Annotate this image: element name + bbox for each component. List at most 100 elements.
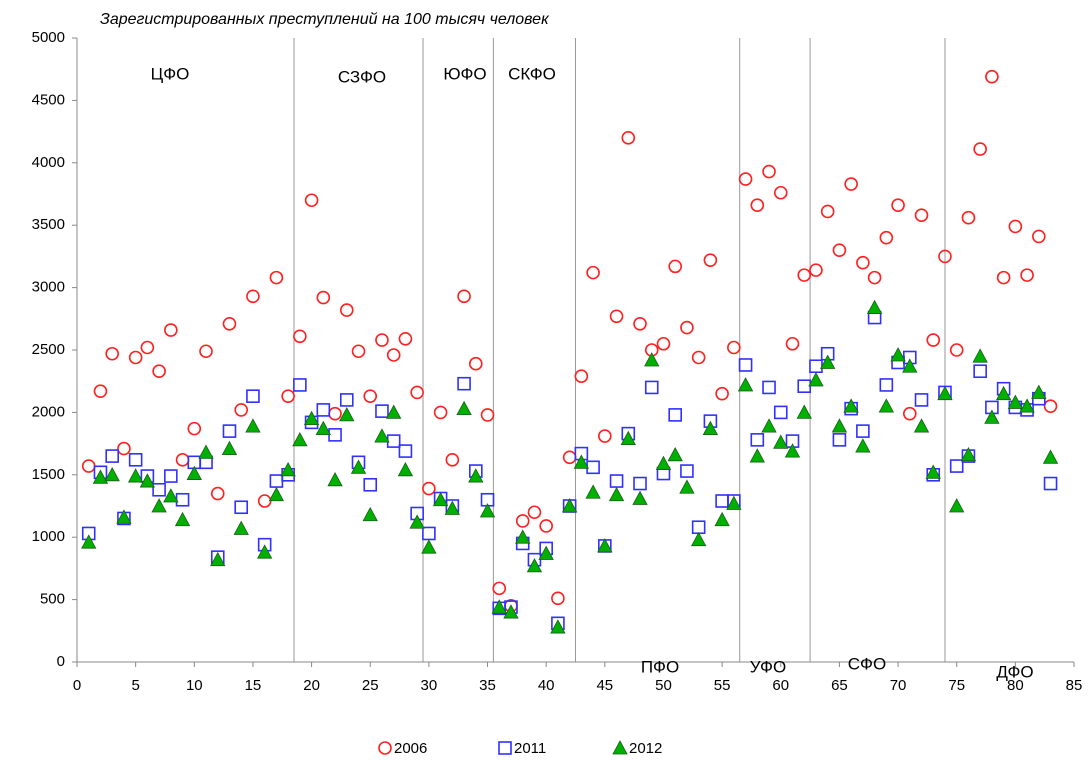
point	[996, 270, 1011, 285]
x-tick-label: 40	[538, 677, 555, 694]
point	[656, 336, 671, 351]
x-tick-label: 45	[596, 677, 613, 694]
point	[960, 446, 977, 462]
x-tick-label: 80	[1007, 677, 1024, 694]
point	[680, 320, 694, 335]
point	[339, 393, 354, 407]
point	[644, 352, 660, 367]
point	[526, 558, 543, 573]
point	[456, 400, 472, 416]
point	[890, 347, 906, 362]
x-tick-label: 70	[890, 677, 907, 694]
point	[668, 408, 683, 422]
region-label: УФО	[750, 657, 786, 676]
legend-marker	[378, 741, 392, 755]
point	[726, 495, 742, 510]
point	[925, 464, 941, 479]
x-tick-label: 60	[772, 677, 789, 694]
legend-label: 2011	[514, 740, 546, 757]
point	[422, 481, 436, 496]
point	[164, 469, 178, 483]
point	[620, 430, 636, 446]
point	[339, 303, 354, 317]
legend-label: 2012	[629, 740, 662, 757]
x-tick-label: 0	[73, 677, 81, 694]
point	[972, 348, 988, 363]
point	[913, 418, 930, 433]
x-tick-label: 75	[948, 677, 965, 694]
point	[409, 514, 425, 529]
point	[609, 309, 624, 324]
point	[128, 453, 143, 467]
point	[175, 453, 190, 467]
point	[269, 270, 284, 285]
point	[949, 498, 965, 513]
point	[679, 479, 695, 494]
point	[926, 333, 941, 347]
point	[1031, 384, 1047, 399]
point	[468, 468, 484, 483]
point	[762, 164, 776, 179]
y-tick-label: 5000	[32, 29, 65, 46]
point	[92, 469, 109, 484]
x-tick-label: 25	[362, 677, 379, 694]
legend-marker	[498, 741, 512, 755]
point	[551, 591, 565, 606]
point	[457, 376, 471, 391]
point	[280, 461, 296, 477]
x-tick-label: 15	[245, 677, 262, 694]
point	[304, 193, 319, 208]
region-label: ДФО	[996, 662, 1033, 681]
point	[1042, 449, 1059, 464]
region-label: ЮФО	[443, 64, 486, 83]
point	[444, 500, 461, 515]
x-tick-label: 5	[131, 677, 139, 694]
point	[175, 492, 190, 507]
point	[608, 486, 625, 502]
point	[104, 466, 120, 482]
point	[374, 428, 390, 443]
point	[246, 289, 260, 304]
point	[527, 505, 542, 520]
point	[222, 316, 237, 331]
point	[820, 204, 835, 219]
point	[585, 484, 601, 499]
legend-marker	[612, 740, 628, 755]
point	[1043, 399, 1058, 413]
point	[1032, 229, 1046, 244]
point	[843, 398, 859, 413]
point	[350, 459, 367, 474]
point	[257, 544, 273, 559]
region-label: СЗФО	[338, 67, 386, 86]
point	[397, 461, 414, 477]
point	[914, 208, 929, 223]
point	[737, 377, 754, 392]
point	[327, 471, 343, 487]
point	[1043, 476, 1058, 491]
point	[561, 498, 578, 513]
point	[937, 385, 953, 401]
x-tick-label: 50	[655, 677, 672, 694]
point	[750, 198, 765, 213]
point	[914, 393, 929, 407]
point	[515, 529, 531, 544]
point	[315, 420, 331, 436]
point	[856, 424, 870, 438]
point	[586, 265, 600, 280]
point	[715, 386, 729, 401]
point	[832, 243, 847, 257]
legend-label: 2006	[394, 740, 427, 757]
y-tick-label: 4000	[32, 154, 65, 171]
point	[973, 364, 987, 379]
point	[667, 446, 683, 462]
point	[468, 356, 483, 371]
point	[234, 500, 249, 515]
point	[81, 459, 96, 473]
point	[573, 454, 590, 469]
point	[457, 289, 471, 304]
point	[105, 346, 119, 361]
point	[117, 441, 131, 456]
point	[867, 270, 882, 285]
point	[715, 494, 729, 508]
